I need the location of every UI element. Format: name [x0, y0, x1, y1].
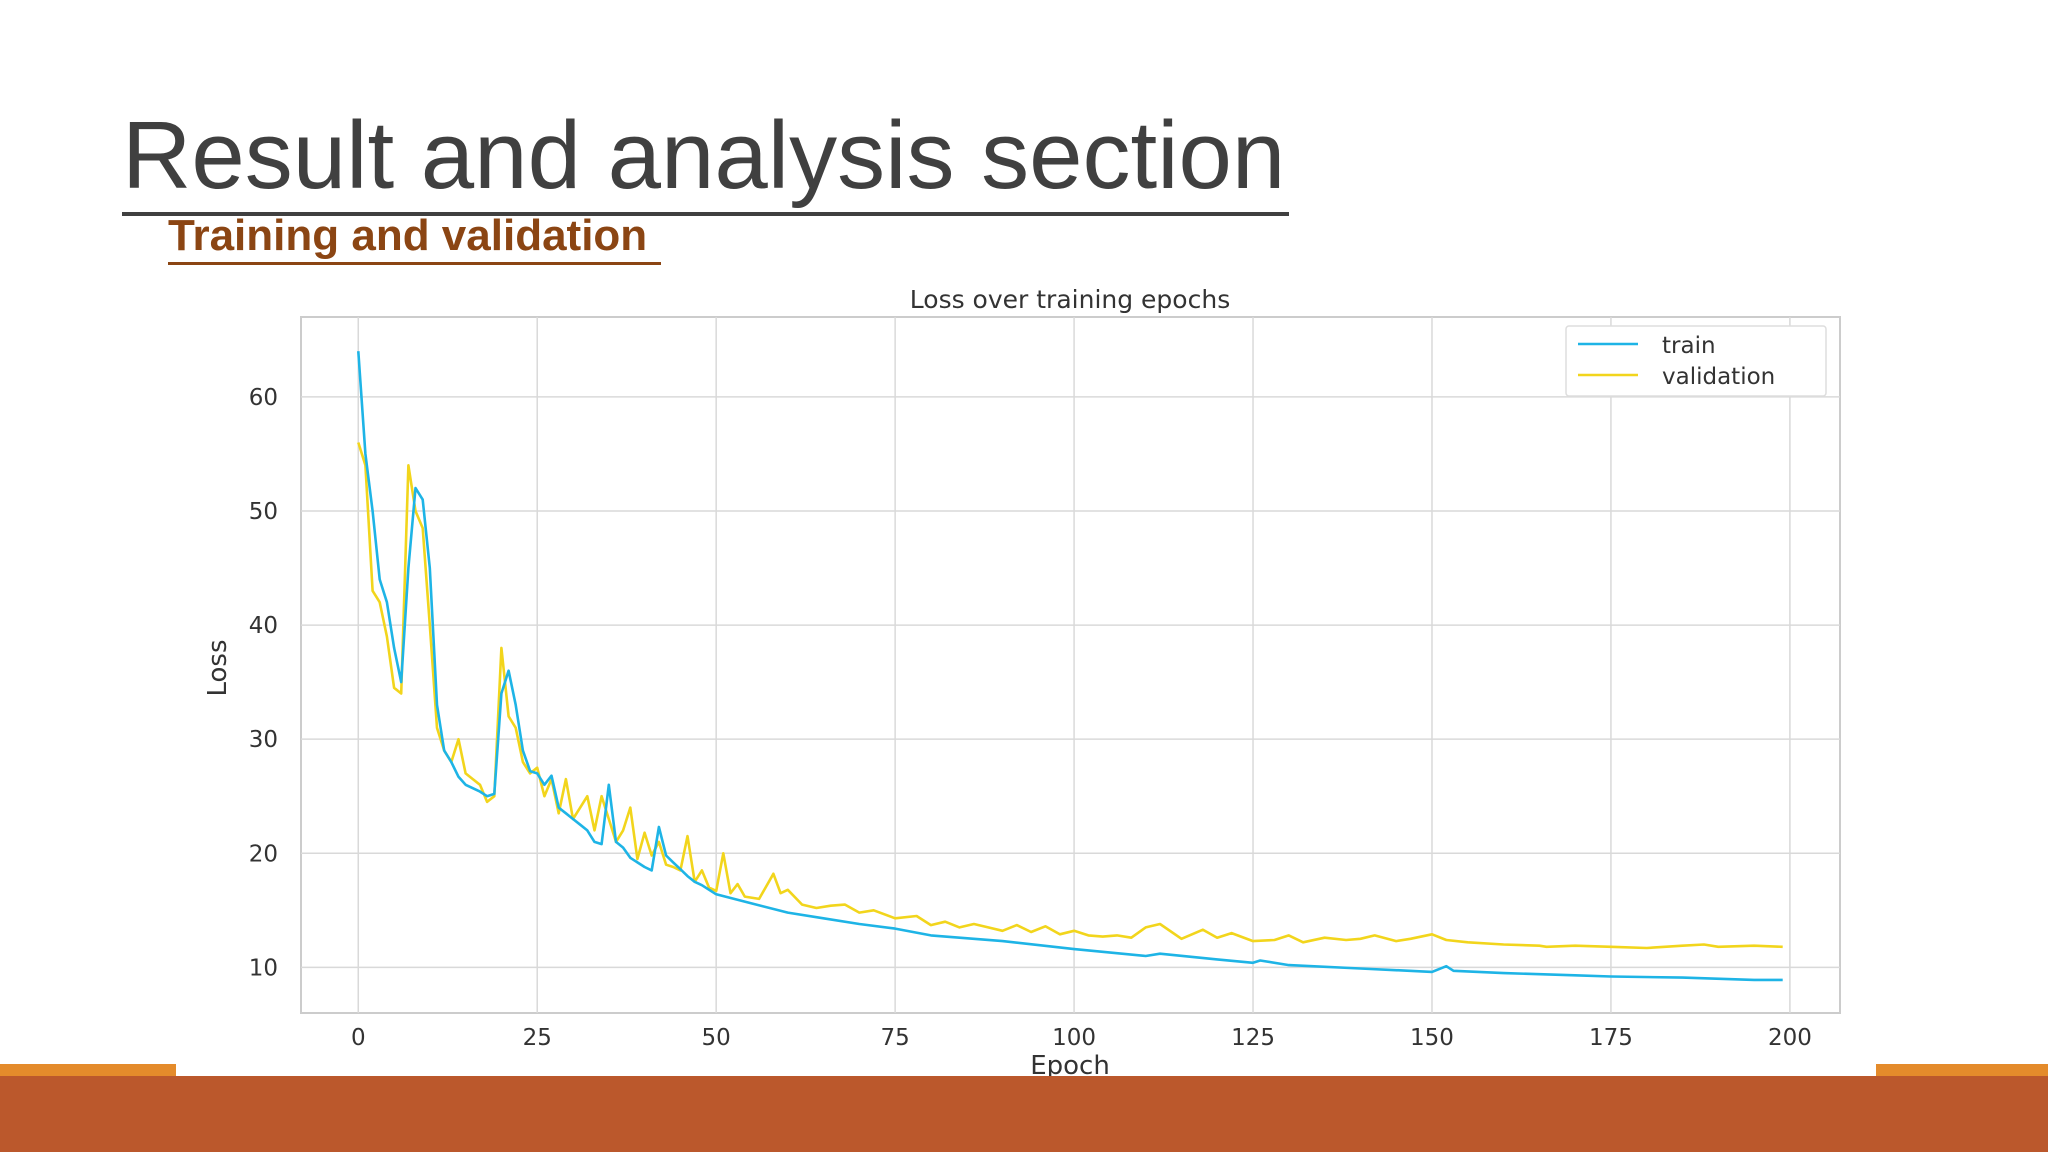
y-tick-label: 60: [249, 385, 278, 411]
y-tick-label: 10: [249, 955, 278, 981]
x-tick-label: 150: [1410, 1025, 1454, 1051]
slide-title: Result and analysis section: [122, 100, 1290, 216]
x-tick-label: 75: [880, 1025, 909, 1051]
x-tick-label: 25: [523, 1025, 552, 1051]
y-tick-label: 50: [249, 499, 278, 525]
legend: train validation: [1565, 325, 1827, 397]
loss-chart: 0 25 50 75 100 125 150 175 200 10 20 30 40 50 60 Loss …: [203, 285, 1841, 1081]
y-axis-label: Loss: [203, 639, 233, 696]
slide-subtitle: Training and validation: [168, 210, 662, 265]
x-tick-label: 200: [1768, 1025, 1812, 1051]
footer-accent-left: [0, 1064, 176, 1078]
y-tick-label: 20: [249, 841, 278, 867]
plot-area: [300, 316, 1841, 1014]
y-tick-label: 30: [249, 727, 278, 753]
x-tick-label: 100: [1052, 1025, 1096, 1051]
tick-layer: 0 25 50 75 100 125 150 175 200 10 20 30 40 50 60: [249, 385, 1812, 1051]
x-tick-label: 175: [1589, 1025, 1633, 1051]
legend-train-label: train: [1662, 333, 1716, 359]
footer-accent-right: [1876, 1064, 2048, 1078]
series-line-validation: [357, 442, 1783, 950]
footer-bar: [0, 1076, 2048, 1152]
x-tick-label: 50: [702, 1025, 731, 1051]
y-tick-label: 40: [249, 613, 278, 639]
chart-title: Loss over training epochs: [910, 285, 1230, 314]
grid-layer: [301, 317, 1840, 1013]
legend-validation-label: validation: [1662, 364, 1775, 390]
x-tick-label: 125: [1231, 1025, 1275, 1051]
series-layer: [357, 351, 1783, 982]
series-line-train: [357, 351, 1783, 982]
x-tick-label: 0: [351, 1025, 366, 1051]
